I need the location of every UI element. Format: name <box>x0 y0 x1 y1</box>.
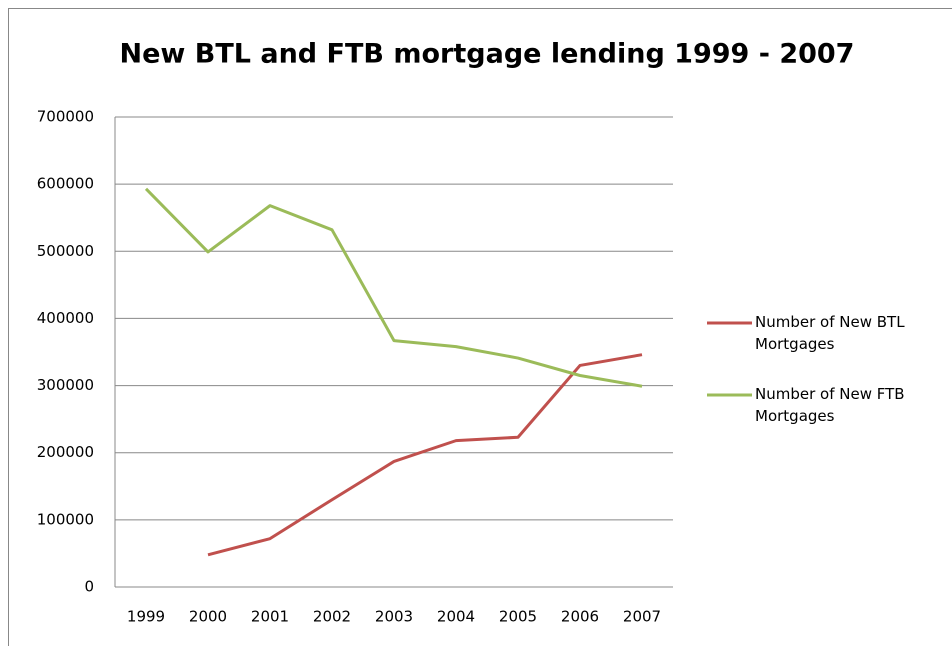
y-tick-label: 0 <box>84 578 94 596</box>
y-tick-label: 100000 <box>37 510 94 528</box>
chart-title: New BTL and FTB mortgage lending 1999 - … <box>120 39 855 70</box>
series-line <box>144 187 643 388</box>
x-tick-label: 2005 <box>499 608 537 626</box>
chart-frame <box>8 8 952 646</box>
y-tick-label: 600000 <box>37 175 94 193</box>
y-tick-label: 300000 <box>37 376 94 394</box>
x-tick-label: 2007 <box>623 608 661 626</box>
x-tick-label: 1999 <box>127 608 165 626</box>
x-tick-label: 2003 <box>375 608 413 626</box>
y-tick-label: 200000 <box>37 443 94 461</box>
y-tick-label: 400000 <box>37 309 94 327</box>
series-line <box>207 353 643 557</box>
legend-label: Number of New FTB Mortgages <box>755 385 905 425</box>
x-tick-label: 2004 <box>437 608 475 626</box>
legend-label: Number of New BTL Mortgages <box>755 313 905 353</box>
x-tick-label: 2006 <box>561 608 599 626</box>
x-tick-label: 2001 <box>251 608 289 626</box>
y-tick-label: 700000 <box>37 108 94 126</box>
x-tick-label: 2002 <box>313 608 351 626</box>
x-tick-label: 2000 <box>189 608 227 626</box>
y-tick-label: 500000 <box>37 242 94 260</box>
